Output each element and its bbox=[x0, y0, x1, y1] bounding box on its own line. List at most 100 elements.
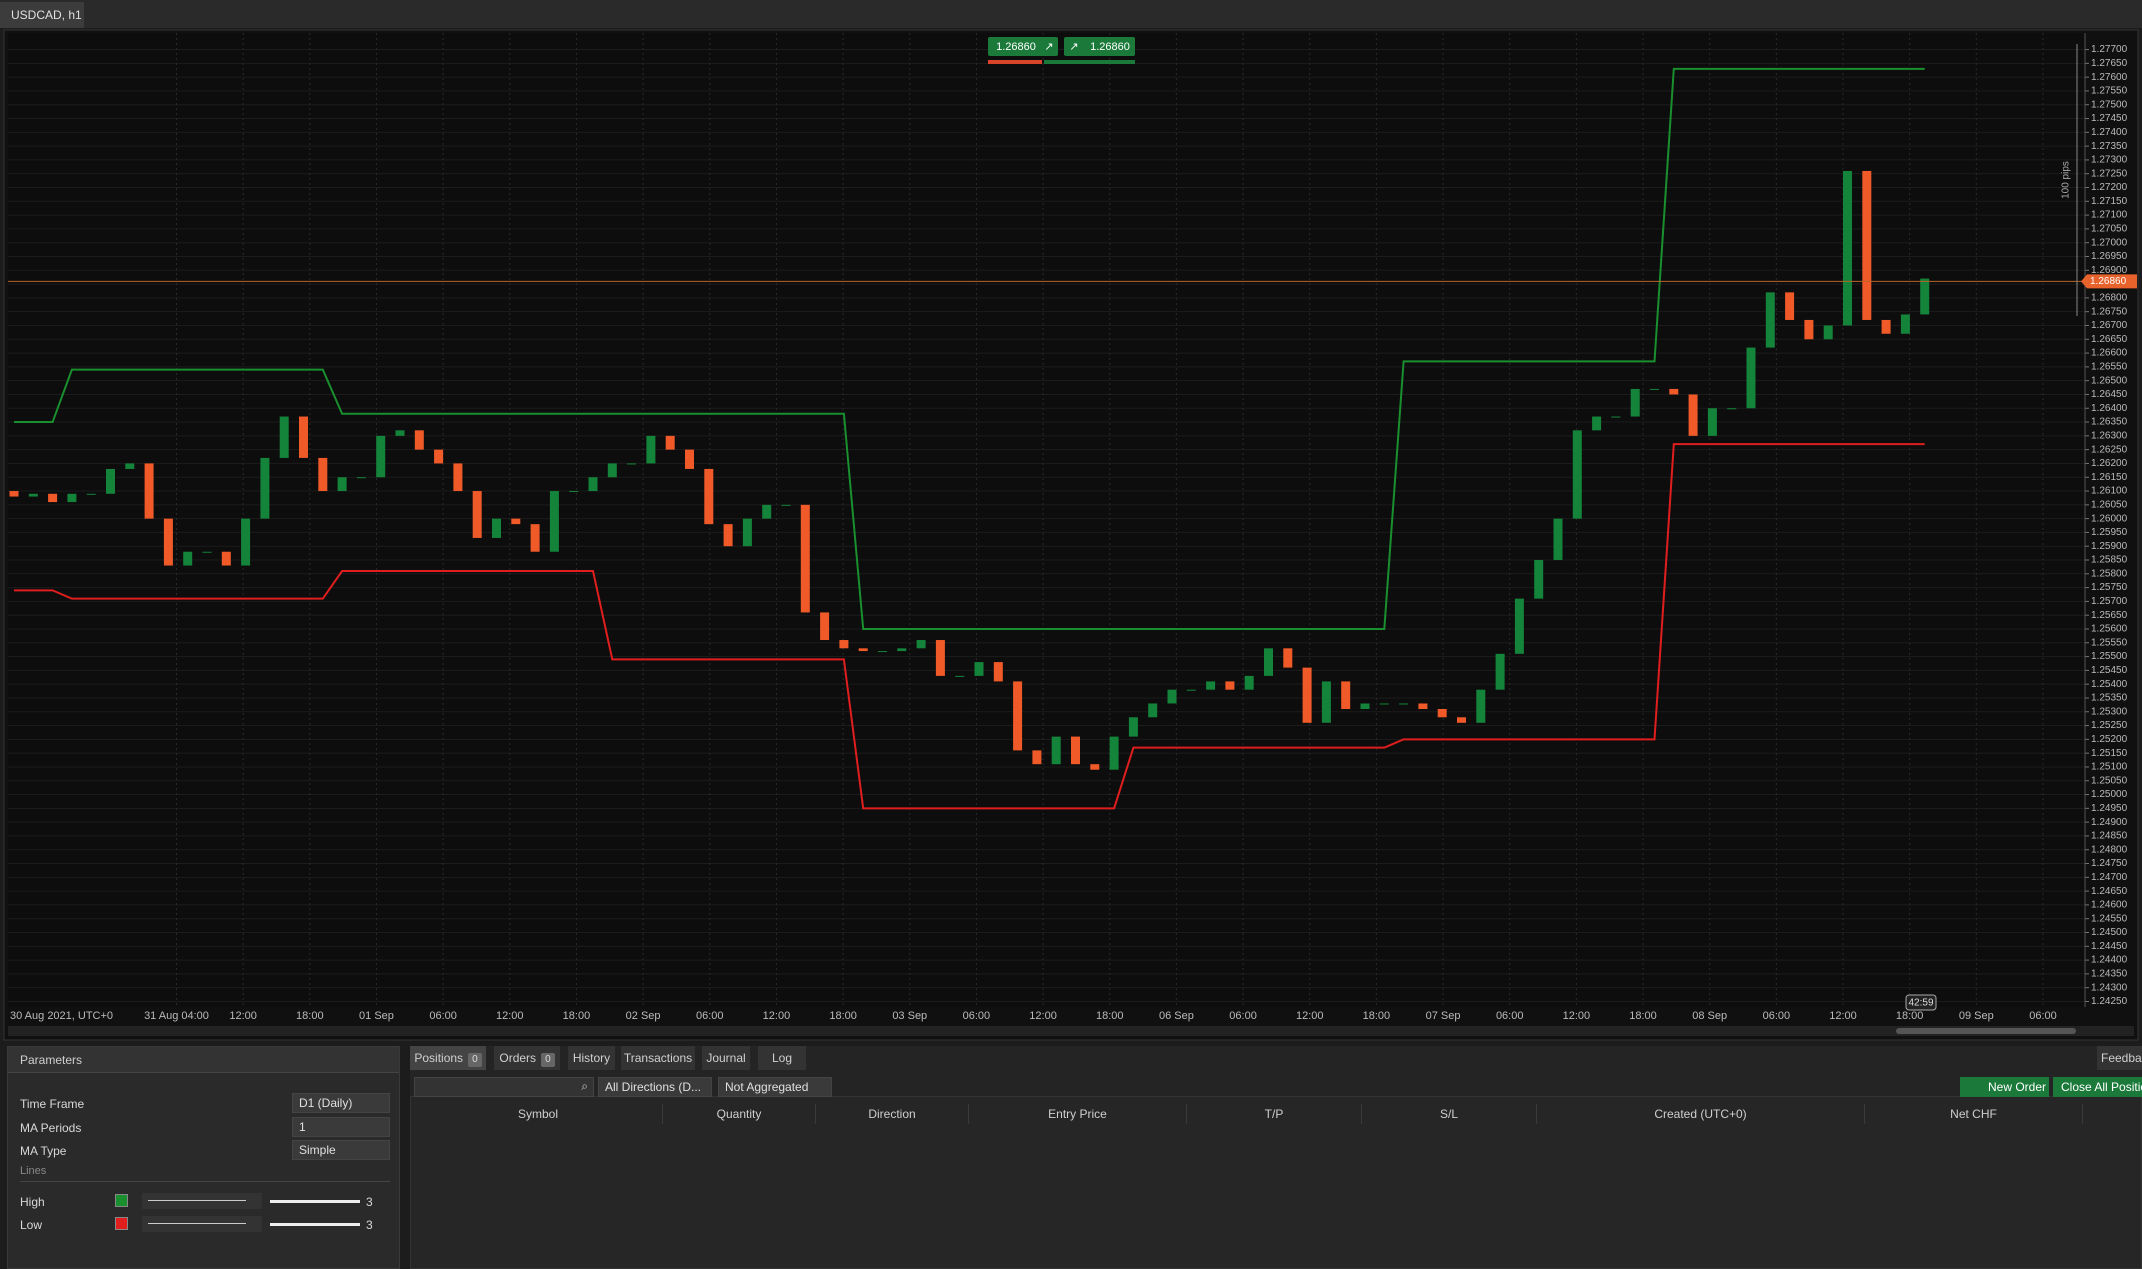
sell-arrow[interactable]: ↗ bbox=[1044, 41, 1053, 53]
x-tick-label: 07 Sep bbox=[1426, 1010, 1461, 1022]
y-tick-label: 1.27400 bbox=[2091, 127, 2128, 138]
column-header[interactable]: T/P bbox=[1187, 1104, 1362, 1124]
feedback-button[interactable]: Feedback bbox=[2097, 1046, 2142, 1070]
y-tick-label: 1.25800 bbox=[2091, 568, 2128, 579]
line-thickness[interactable]: 3 bbox=[366, 1195, 373, 1209]
candle-body bbox=[897, 648, 907, 652]
x-tick-label: 18:00 bbox=[1629, 1010, 1657, 1022]
tab[interactable]: Orders 0 bbox=[494, 1046, 560, 1070]
tab[interactable]: History bbox=[568, 1046, 615, 1070]
buy-price[interactable]: 1.26860 bbox=[1090, 41, 1130, 53]
line-thickness-bar bbox=[270, 1200, 360, 1203]
candle-body bbox=[1707, 408, 1717, 436]
candle-body bbox=[549, 491, 559, 552]
y-tick-label: 1.25250 bbox=[2091, 720, 2128, 731]
candle-body bbox=[1611, 416, 1621, 418]
y-tick-label: 1.26550 bbox=[2091, 362, 2128, 373]
y-tick-label: 1.25500 bbox=[2091, 651, 2128, 662]
sell-button[interactable] bbox=[988, 37, 1058, 56]
column-header[interactable]: S/L bbox=[1362, 1104, 1537, 1124]
tab[interactable]: Transactions bbox=[621, 1046, 695, 1070]
tab[interactable]: Log bbox=[758, 1046, 806, 1070]
new-order-button[interactable]: New Order bbox=[1960, 1077, 2049, 1097]
column-header[interactable]: Direction bbox=[816, 1104, 969, 1124]
search-box[interactable]: ⌕ bbox=[414, 1077, 594, 1097]
candle-body bbox=[858, 648, 868, 652]
line-color[interactable] bbox=[115, 1217, 128, 1230]
close-all-button[interactable]: Close All Positions bbox=[2053, 1077, 2142, 1097]
candle-body bbox=[318, 457, 328, 492]
candle-body bbox=[1128, 717, 1138, 737]
candle-body bbox=[202, 551, 212, 553]
candle-body bbox=[337, 477, 347, 492]
param-dropdown[interactable]: Simple bbox=[292, 1140, 390, 1160]
column-header[interactable]: Quantity bbox=[663, 1104, 816, 1124]
candle-body bbox=[1283, 648, 1293, 668]
y-tick-label: 1.26300 bbox=[2091, 430, 2128, 441]
x-tick-label: 12:00 bbox=[1829, 1010, 1857, 1022]
candle-body bbox=[67, 493, 77, 503]
candle-body bbox=[1553, 518, 1563, 561]
param-input[interactable]: 1 bbox=[292, 1117, 390, 1137]
candle-body bbox=[878, 651, 887, 653]
channel-line bbox=[14, 67, 1925, 630]
candle-body bbox=[1881, 319, 1891, 334]
y-tick-label: 1.25700 bbox=[2091, 596, 2128, 607]
candle-body bbox=[260, 457, 270, 519]
x-tick-label: 06:00 bbox=[1496, 1010, 1524, 1022]
column-header[interactable]: Entry Price bbox=[969, 1104, 1187, 1124]
param-label: MA Type bbox=[20, 1144, 67, 1158]
tab[interactable]: Positions 0 bbox=[410, 1046, 486, 1070]
candle-body bbox=[1418, 703, 1428, 710]
candle-body bbox=[685, 449, 694, 469]
candle-body bbox=[511, 518, 521, 525]
line-label: High bbox=[20, 1195, 45, 1209]
scrollbar[interactable] bbox=[8, 1026, 2134, 1036]
x-tick-label: 06:00 bbox=[696, 1010, 724, 1022]
candle-body bbox=[820, 612, 830, 641]
aggregation-filter[interactable]: Not Aggregated bbox=[718, 1077, 832, 1097]
param-dropdown[interactable]: D1 (Daily) bbox=[292, 1093, 390, 1113]
buy-arrow[interactable]: ↗ bbox=[1069, 41, 1078, 53]
candle-body bbox=[1321, 681, 1331, 723]
column-header[interactable]: Net CHF bbox=[1865, 1104, 2083, 1124]
candle-body bbox=[1900, 314, 1910, 334]
tab-bar bbox=[0, 0, 2142, 28]
column-header[interactable]: Symbol bbox=[414, 1104, 663, 1124]
x-tick-label: 12:00 bbox=[229, 1010, 257, 1022]
tab-label[interactable]: Positions bbox=[414, 1051, 464, 1065]
sell-price[interactable]: 1.26860 bbox=[996, 41, 1036, 53]
line-style[interactable] bbox=[142, 1216, 262, 1232]
y-tick-label: 1.25350 bbox=[2091, 693, 2128, 704]
buy-button[interactable] bbox=[1064, 37, 1135, 56]
tab-label[interactable]: Orders bbox=[499, 1051, 537, 1065]
candle-body bbox=[974, 662, 984, 676]
candle-body bbox=[1148, 703, 1158, 718]
y-tick-label: 1.26900 bbox=[2091, 265, 2128, 276]
candle-body bbox=[1206, 681, 1216, 690]
x-tick-label: 12:00 bbox=[763, 1010, 791, 1022]
y-tick-label: 1.27200 bbox=[2091, 182, 2128, 193]
x-tick-label: 06:00 bbox=[1229, 1010, 1257, 1022]
line-style[interactable] bbox=[142, 1193, 262, 1209]
y-tick-label: 1.24750 bbox=[2091, 858, 2128, 869]
y-tick-label: 1.26100 bbox=[2091, 486, 2128, 497]
y-tick-label: 1.27500 bbox=[2091, 99, 2128, 110]
y-tick-label: 1.27150 bbox=[2091, 196, 2128, 207]
candle-body bbox=[434, 449, 444, 464]
direction-filter[interactable]: All Directions (D... bbox=[598, 1077, 712, 1097]
y-tick-label: 1.25950 bbox=[2091, 527, 2128, 538]
column-header[interactable]: Created (UTC+0) bbox=[1537, 1104, 1865, 1124]
tab[interactable]: Journal bbox=[702, 1046, 750, 1070]
chart-window: USDCAD, h1 1.24250 1.24300 1.24350 1.24400 1… bbox=[0, 0, 2142, 1041]
candle-body bbox=[1630, 388, 1640, 417]
candle-body bbox=[1804, 319, 1814, 340]
chart-tab[interactable] bbox=[0, 2, 84, 28]
line-color[interactable] bbox=[115, 1194, 128, 1207]
scrollbar-thumb[interactable] bbox=[1896, 1028, 2076, 1034]
line-thickness[interactable]: 3 bbox=[366, 1218, 373, 1232]
chart-tab-label[interactable]: USDCAD, h1 bbox=[11, 8, 82, 22]
candle-body bbox=[453, 463, 463, 492]
y-tick-label: 1.26450 bbox=[2091, 389, 2128, 400]
candle-body bbox=[48, 493, 58, 503]
